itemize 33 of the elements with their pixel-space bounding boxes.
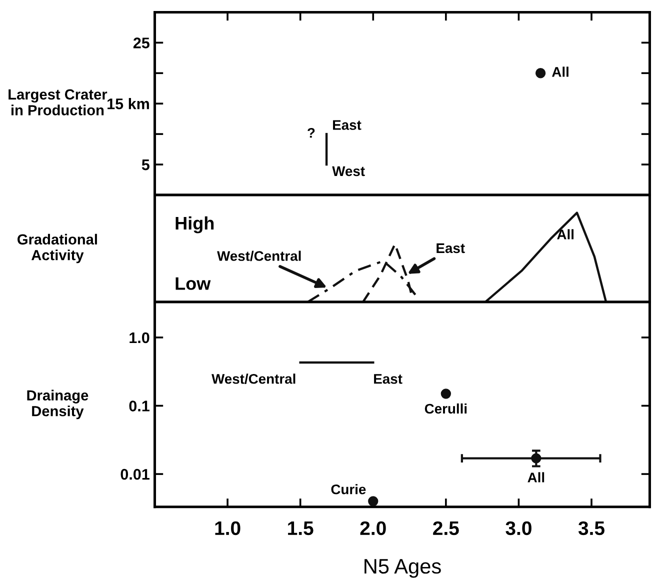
- y-tick-label: 0.01: [120, 468, 150, 480]
- annotation: West/Central: [217, 250, 301, 262]
- annotation: All: [557, 229, 574, 240]
- annotation: East: [333, 120, 362, 130]
- x-tick-label: 1.5: [288, 522, 314, 536]
- annotation: Low: [176, 277, 211, 290]
- annotation: Cerulli: [424, 403, 467, 414]
- y-axis-title: Drainage Density: [27, 390, 88, 420]
- annotation: Curie: [331, 484, 366, 494]
- y-tick-label: 5: [142, 160, 150, 170]
- y-tick-label: 25: [133, 38, 150, 48]
- x-axis-title: N5 Ages: [364, 559, 441, 578]
- annotation: All: [552, 66, 568, 77]
- y-tick-label: 15 km: [108, 98, 149, 110]
- point: [531, 453, 542, 464]
- y-tick-label: 0.1: [129, 400, 150, 412]
- x-tick-label: 3.0: [506, 521, 532, 536]
- annotation: High: [176, 216, 214, 234]
- annotation: All: [528, 472, 544, 482]
- x-tick-label: 3.5: [578, 521, 604, 536]
- x-tick-label: 2.0: [360, 521, 386, 536]
- y-axis-title: Gradational Activity: [18, 234, 97, 264]
- annotation: ?: [308, 128, 315, 138]
- x-tick-label: 1.0: [215, 521, 240, 536]
- point: [368, 496, 378, 506]
- annotation: West/Central: [212, 374, 296, 384]
- y-tick-label: 1.0: [130, 332, 150, 344]
- y-axis-title: Largest Crater in Production: [8, 89, 108, 116]
- point: [440, 388, 452, 399]
- x-tick-label: 2.5: [433, 521, 459, 536]
- annotation: East: [374, 374, 402, 384]
- annotation: West: [332, 166, 365, 176]
- annotation: East: [436, 243, 465, 254]
